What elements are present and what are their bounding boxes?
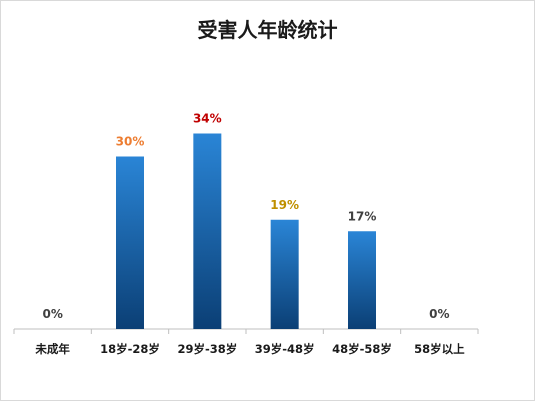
plot-area: 0% 未成年 30% 18岁-28岁 34% 29岁-38岁 19% 39岁-48岁 17% 48… bbox=[13, 112, 479, 356]
chart-title: 受害人年龄统计 bbox=[197, 18, 338, 42]
category-label: 未成年 bbox=[34, 342, 70, 356]
data-label: 17% bbox=[348, 209, 377, 223]
category-label: 18岁-28岁 bbox=[100, 342, 160, 356]
bar bbox=[116, 156, 144, 329]
bar bbox=[348, 231, 376, 329]
data-label: 30% bbox=[116, 135, 145, 149]
category-label: 29岁-38岁 bbox=[177, 342, 237, 356]
data-label: 19% bbox=[270, 198, 299, 212]
bar bbox=[270, 219, 299, 329]
category-label: 58岁以上 bbox=[414, 342, 465, 356]
bar bbox=[193, 133, 222, 329]
data-label: 34% bbox=[193, 112, 222, 126]
data-label: 0% bbox=[42, 307, 62, 321]
category-label: 39岁-48岁 bbox=[255, 342, 315, 356]
data-label: 0% bbox=[429, 307, 449, 321]
category-label: 48岁-58岁 bbox=[332, 342, 392, 356]
